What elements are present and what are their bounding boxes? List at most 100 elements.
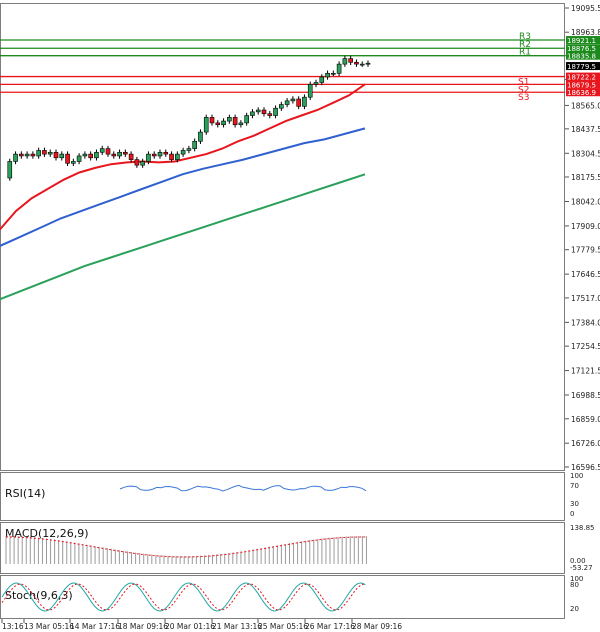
candle-body xyxy=(134,159,140,166)
rsi-series xyxy=(119,484,367,492)
resistance-tag xyxy=(566,44,600,53)
candle-body xyxy=(261,109,267,115)
candle-body xyxy=(290,98,296,102)
candle-body xyxy=(331,72,336,75)
resistance-name: R1 xyxy=(519,48,531,58)
candle-body xyxy=(354,61,359,65)
time-tick-label: 18 Mar 09:16 xyxy=(118,622,168,631)
candle-body xyxy=(30,153,36,157)
price-tick-label: 17779.5 xyxy=(571,246,600,255)
stoch-main xyxy=(1,582,366,612)
price-tick-label: 17646.5 xyxy=(571,270,600,279)
macd-signal xyxy=(6,536,367,558)
candle-body xyxy=(348,58,353,63)
stoch-pane[interactable] xyxy=(0,575,565,619)
price-tick-label: 16596.5 xyxy=(571,463,600,472)
support-value: 18722.2 xyxy=(567,74,596,82)
time-tick-label: 21 Mar 13:16 xyxy=(212,622,262,631)
stoch-signal xyxy=(1,583,366,611)
candle-body xyxy=(99,148,105,153)
candle-body xyxy=(296,98,301,107)
support-tag xyxy=(566,80,600,89)
time-tick-label: 25 Mar 05:16 xyxy=(258,622,308,631)
stoch-label: Stoch(9,6,3) xyxy=(5,589,73,602)
candle-body xyxy=(180,150,186,155)
stoch-lines xyxy=(1,582,366,612)
candle-body xyxy=(221,120,226,126)
candle-body xyxy=(302,96,307,107)
candle-body xyxy=(128,153,134,160)
macd-pane[interactable] xyxy=(0,522,565,574)
pivot-levels: 18921.1 R3 18876.5 R2 18835.8 R1 18722.2 S1 1867… xyxy=(0,32,600,103)
price-axis: 19095.518963.818835.818707.018565.018437… xyxy=(565,4,600,472)
rsi-line xyxy=(119,484,367,492)
candle-body xyxy=(140,161,145,166)
resistance-value: 18876.5 xyxy=(567,45,596,53)
moving-average-line xyxy=(0,173,366,301)
price-tick-label: 19095.5 xyxy=(571,4,600,13)
macd-scale-label: -53.27 xyxy=(570,564,593,572)
main-chart-pane[interactable] xyxy=(0,3,565,471)
price-tick-label: 18304.5 xyxy=(571,149,600,158)
time-tick-label: 28 Mar 09:16 xyxy=(352,622,402,631)
stoch-scale-label: 20 xyxy=(570,605,579,613)
candle-body xyxy=(325,72,330,78)
price-tick-label: 17121.5 xyxy=(571,367,600,376)
candle-body xyxy=(117,151,122,157)
price-tick-label: 18565.0 xyxy=(571,101,600,110)
moving-average-line xyxy=(0,83,366,231)
candle-body xyxy=(215,122,221,126)
resistance-name: R3 xyxy=(519,32,531,42)
support-tag xyxy=(566,72,600,81)
time-tick-label: 14 Mar 17:16 xyxy=(70,622,120,631)
stoch-scale-label: 100 xyxy=(570,575,583,583)
price-tick-label: 18963.8 xyxy=(571,28,600,37)
current-price-value: 18779.5 xyxy=(567,63,596,71)
candle-body xyxy=(42,150,47,155)
candle-body xyxy=(105,148,111,155)
resistance-tag xyxy=(566,36,600,45)
candle-body xyxy=(307,84,313,98)
time-tick-label: 13:16 xyxy=(2,622,24,631)
candle-body xyxy=(238,122,244,126)
rsi-pane[interactable] xyxy=(0,472,565,521)
candle-body xyxy=(279,104,284,109)
candle-body xyxy=(146,153,151,162)
candle-body xyxy=(13,153,18,162)
candle-body xyxy=(123,151,128,155)
price-tick-label: 17384.0 xyxy=(571,318,600,327)
candle-body xyxy=(151,153,157,157)
candle-body xyxy=(82,153,88,157)
rsi-scale-label: 0 xyxy=(570,510,574,518)
candle-body xyxy=(94,151,99,159)
price-tick-label: 16859.0 xyxy=(571,415,600,424)
candle-body xyxy=(198,131,203,142)
candlesticks xyxy=(7,55,371,181)
rsi-scale-label: 70 xyxy=(570,482,579,490)
resistance-value: 18835.8 xyxy=(567,53,596,61)
price-tick-label: 18437.5 xyxy=(571,125,600,134)
price-tick-label: 18042.0 xyxy=(571,198,600,207)
stoch-scale-label: 80 xyxy=(570,581,579,589)
resistance-name: R2 xyxy=(519,40,531,50)
time-tick-label: 26 Mar 17:16 xyxy=(305,622,355,631)
rsi-scale-label: 30 xyxy=(570,500,579,508)
candle-body xyxy=(53,151,59,159)
price-tick-label: 16988.5 xyxy=(571,391,600,400)
support-value: 18679.5 xyxy=(567,81,596,89)
support-tag xyxy=(566,88,600,97)
rsi-scale-label: 100 xyxy=(570,472,583,480)
rsi-label: RSI(14) xyxy=(5,487,45,500)
candle-body xyxy=(47,151,53,155)
price-tick-label: 16726.0 xyxy=(571,439,600,448)
candle-body xyxy=(342,58,348,65)
candle-body xyxy=(36,150,41,157)
candle-body xyxy=(227,117,232,122)
candle-body xyxy=(19,153,24,157)
macd-scale-label: 138.85 xyxy=(570,524,595,532)
support-name: S1 xyxy=(518,78,529,88)
macd-label: MACD(12,26,9) xyxy=(5,527,89,540)
